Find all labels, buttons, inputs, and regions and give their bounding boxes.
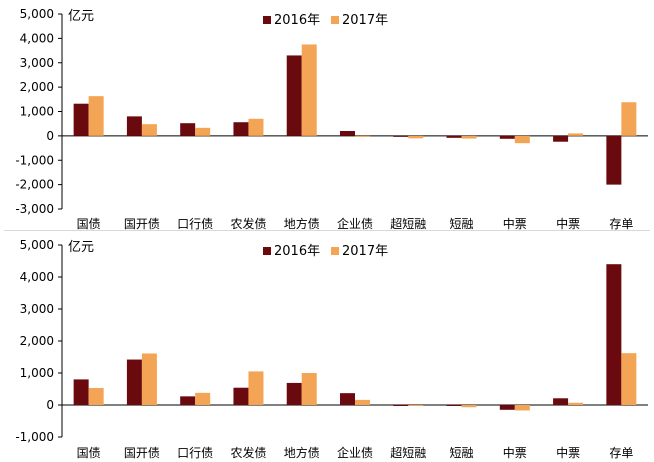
x-category-label: 存单 [609,446,633,460]
x-category-label: 中票 [556,216,580,231]
x-category-label: 口行债 [177,446,213,460]
y-tick-label: 3,000 [20,302,54,316]
bar-2016 [499,135,515,139]
bar-2017 [514,135,530,144]
y-unit-label: 亿元 [68,9,94,24]
bar-2016 [340,131,355,136]
x-category-label: 地方债 [284,216,320,231]
bar-2016 [126,359,142,405]
chart-svg-bottom: -1,000 0 1,000 2,000 3,000 4,000 5,000 亿元 2016年 2… [15,238,648,460]
chart-panel-top: -3,000 -2,000 -1,000 0 1,000 2,000 3,000 4,000 5… [15,7,648,231]
bar-2017 [461,135,477,139]
bar-2016 [393,405,409,406]
x-category-label: 农发债 [230,445,266,460]
bar-2016 [606,135,622,185]
bar-2017 [568,133,584,136]
bar-2017 [408,405,424,406]
x-category-label: 超短融 [390,216,426,231]
x-category-label: 国债 [77,217,101,231]
bar-2016 [180,123,196,136]
bar-2017 [461,405,477,408]
y-tick-label: 3,000 [20,56,54,70]
y-tick-label: 4,000 [20,270,54,284]
bar-2016 [606,264,622,405]
x-category-label: 短融 [450,217,474,231]
bar-2017 [621,353,637,405]
x-category-label: 企业债 [337,216,373,231]
bar-2017 [301,373,317,405]
bar-2016 [553,135,569,142]
legend-label: 2017年 [342,244,388,259]
x-category-label: 国开债 [124,217,160,231]
bar-2017 [514,405,530,411]
bar-2017 [141,353,157,405]
y-tick-label: -1,000 [15,153,54,167]
legend-label: 2016年 [274,244,320,259]
chart-svg-top: -3,000 -2,000 -1,000 0 1,000 2,000 3,000 4,000 5… [15,7,648,231]
bar-2016 [233,122,249,136]
x-category-label: 中票 [556,445,580,460]
bar-2016 [340,393,355,405]
y-tick-label: 4,000 [20,31,54,45]
bar-2017 [88,96,104,136]
legend-label: 2016年 [274,13,320,28]
x-category-label: 超短融 [390,445,426,460]
bar-2017 [248,118,264,136]
x-category-label: 口行债 [177,217,213,231]
bar-2017 [195,392,211,405]
y-tick-label: 0 [46,129,54,143]
legend-swatch [331,16,339,24]
bar-2016 [233,387,249,405]
y-tick-label: 5,000 [20,7,54,21]
legend-swatch [331,247,339,255]
legend-label: 2017年 [342,13,388,28]
y-tick-label: -1,000 [15,430,54,444]
y-tick-label: 1,000 [20,366,54,380]
bar-2017 [568,402,584,405]
legend-swatch [263,16,271,24]
bar-2016 [446,135,462,138]
bar-2017 [408,135,424,139]
x-category-label: 中票 [503,216,527,231]
bar-2017 [88,388,104,405]
y-tick-label: 2,000 [20,334,54,348]
bar-2017 [301,44,317,136]
y-tick-label: -2,000 [15,178,54,192]
y-tick-label: 1,000 [20,105,54,119]
bar-2016 [180,396,196,405]
bar-2016 [499,405,515,410]
legend-swatch [263,247,271,255]
bar-2016 [126,116,142,136]
bar-2016 [286,382,302,405]
bar-2017 [355,135,370,137]
bar-2016 [73,379,89,405]
bar-2017 [355,399,370,405]
y-tick-label: -3,000 [15,202,54,216]
bar-2017 [248,371,264,405]
x-category-label: 存单 [609,217,633,231]
bar-2016 [286,55,302,136]
bar-2016 [393,135,409,137]
bar-2016 [446,405,462,406]
bar-2016 [553,398,569,405]
x-category-label: 企业债 [337,445,373,460]
panel-divider [4,230,650,231]
y-tick-label: 0 [46,398,54,412]
bar-2017 [621,102,637,136]
bar-2016 [73,103,89,136]
x-category-label: 国债 [77,446,101,460]
y-unit-label: 亿元 [68,240,94,255]
y-tick-label: 5,000 [20,238,54,252]
chart-panel-bottom: -1,000 0 1,000 2,000 3,000 4,000 5,000 亿元 2016年 2… [0,231,654,462]
bar-2017 [141,124,157,136]
x-category-label: 农发债 [230,216,266,231]
x-category-label: 中票 [503,445,527,460]
x-category-label: 地方债 [284,445,320,460]
y-tick-label: 2,000 [20,80,54,94]
x-category-label: 国开债 [124,446,160,460]
x-category-label: 短融 [450,446,474,460]
bar-2017 [195,127,211,136]
